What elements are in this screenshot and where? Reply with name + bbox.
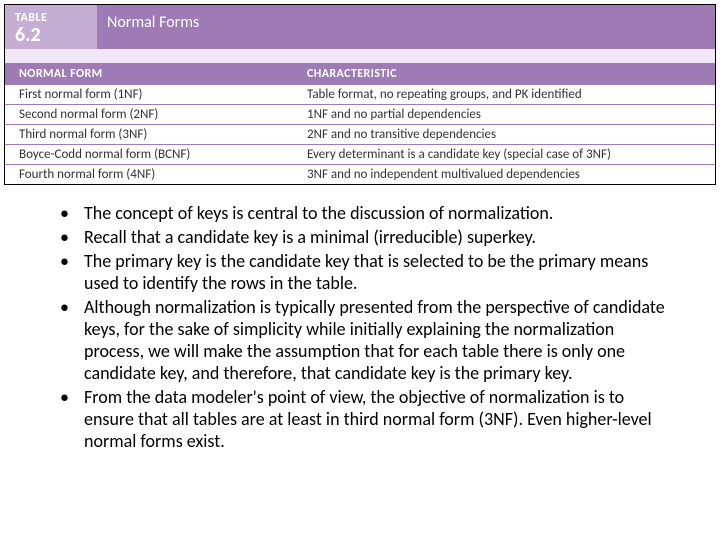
cell-char: Table format, no repeating groups, and P…	[305, 85, 715, 104]
table-number-cell: TABLE 6.2	[5, 5, 97, 49]
list-item: The concept of keys is central to the di…	[60, 203, 676, 225]
cell-char: 3NF and no independent multivalued depen…	[305, 165, 715, 184]
cell-form: Fourth normal form (4NF)	[5, 165, 305, 184]
col-header-normal-form: NORMAL FORM	[5, 63, 305, 85]
table-row: Second normal form (2NF) 1NF and no part…	[5, 105, 715, 125]
table-row: Third normal form (3NF) 2NF and no trans…	[5, 125, 715, 145]
cell-form: Boyce-Codd normal form (BCNF)	[5, 145, 305, 164]
list-item: The primary key is the candidate key tha…	[60, 251, 676, 295]
cell-form: First normal form (1NF)	[5, 85, 305, 104]
slide: TABLE 6.2 Normal Forms NORMAL FORM CHARA…	[0, 0, 720, 540]
cell-char: Every determinant is a candidate key (sp…	[305, 145, 715, 164]
normal-forms-table: TABLE 6.2 Normal Forms NORMAL FORM CHARA…	[4, 4, 716, 185]
table-row: Boyce-Codd normal form (BCNF) Every dete…	[5, 145, 715, 165]
table-row: Fourth normal form (4NF) 3NF and no inde…	[5, 165, 715, 184]
cell-char: 1NF and no partial dependencies	[305, 105, 715, 124]
list-item: From the data modeler's point of view, t…	[60, 387, 676, 453]
list-item: Although normalization is typically pres…	[60, 297, 676, 385]
cell-char: 2NF and no transitive dependencies	[305, 125, 715, 144]
table-number: 6.2	[15, 25, 89, 45]
list-item: Recall that a candidate key is a minimal…	[60, 227, 676, 249]
bullet-list: The concept of keys is central to the di…	[60, 203, 676, 452]
cell-form: Second normal form (2NF)	[5, 105, 305, 124]
table-spacer-band	[5, 49, 715, 63]
table-row: First normal form (1NF) Table format, no…	[5, 85, 715, 105]
table-title: Normal Forms	[97, 5, 715, 49]
cell-form: Third normal form (3NF)	[5, 125, 305, 144]
table-body: First normal form (1NF) Table format, no…	[5, 85, 715, 184]
table-title-bar: TABLE 6.2 Normal Forms	[5, 5, 715, 49]
table-column-headers: NORMAL FORM CHARACTERISTIC	[5, 63, 715, 85]
col-header-characteristic: CHARACTERISTIC	[305, 63, 715, 85]
